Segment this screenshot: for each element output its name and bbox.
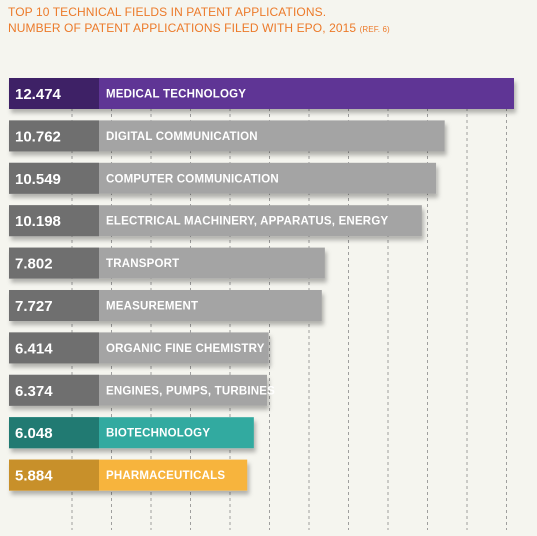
category-label: MEDICAL TECHNOLOGY <box>106 89 246 101</box>
value-label: 10.198 <box>15 213 61 230</box>
bar-group: 6.048 BIOTECHNOLOGY <box>9 417 254 449</box>
bar-group: 7.727 MEASUREMENT <box>9 290 322 321</box>
value-label: 7.727 <box>15 298 53 315</box>
value-label: 10.762 <box>15 128 61 145</box>
category-label: ORGANIC FINE CHEMISTRY <box>106 343 265 355</box>
value-box <box>9 205 99 237</box>
bar-group: 10.198 ELECTRICAL MACHINERY, APPARATUS, E… <box>9 205 422 237</box>
title-line-2: NUMBER OF PATENT APPLICATIONS FILED WITH… <box>8 20 390 38</box>
title-line-1: TOP 10 TECHNICAL FIELDS IN PATENT APPLIC… <box>8 5 327 19</box>
value-box <box>9 417 99 449</box>
value-label: 6.414 <box>15 340 53 357</box>
bar-group: 10.762 DIGITAL COMMUNICATION <box>9 120 445 152</box>
bar-group: 12.474 MEDICAL TECHNOLOGY <box>9 78 514 109</box>
title-line-2-text: NUMBER OF PATENT APPLICATIONS FILED WITH… <box>8 21 357 35</box>
value-box <box>9 247 99 279</box>
value-label: 6.374 <box>15 383 53 400</box>
value-label: 5.884 <box>15 468 53 485</box>
value-box <box>9 290 99 321</box>
value-label: 10.549 <box>15 171 61 188</box>
value-box <box>9 332 99 364</box>
category-label: ELECTRICAL MACHINERY, APPARATUS, ENERGY <box>106 216 388 228</box>
value-label: 12.474 <box>15 86 62 103</box>
category-label: ENGINES, PUMPS, TURBINES <box>106 385 275 397</box>
category-label: COMPUTER COMMUNICATION <box>106 173 279 185</box>
chart-title: TOP 10 TECHNICAL FIELDS IN PATENT APPLIC… <box>8 4 390 38</box>
bars: 12.474 MEDICAL TECHNOLOGY 10.762 DIGITAL CO… <box>9 78 514 491</box>
bar-group: 7.802 TRANSPORT <box>9 247 325 279</box>
bar-group: 6.374 ENGINES, PUMPS, TURBINES <box>9 374 275 406</box>
category-label: MEASUREMENT <box>106 301 198 313</box>
bar-group: 6.414 ORGANIC FINE CHEMISTRY <box>9 332 269 364</box>
value-label: 6.048 <box>15 425 53 442</box>
value-label: 7.802 <box>15 256 53 273</box>
category-label: DIGITAL COMMUNICATION <box>106 131 258 143</box>
category-label: TRANSPORT <box>106 258 179 270</box>
bar-group: 5.884 PHARMACEUTICALS <box>9 459 248 491</box>
category-label: PHARMACEUTICALS <box>106 470 225 482</box>
value-box <box>9 374 99 406</box>
value-box <box>9 162 99 194</box>
value-box <box>9 459 99 491</box>
title-ref: (REF. 6) <box>359 25 390 34</box>
value-box <box>9 120 99 152</box>
value-box <box>9 78 99 109</box>
bar-group: 10.549 COMPUTER COMMUNICATION <box>9 162 437 194</box>
category-label: BIOTECHNOLOGY <box>106 428 210 440</box>
